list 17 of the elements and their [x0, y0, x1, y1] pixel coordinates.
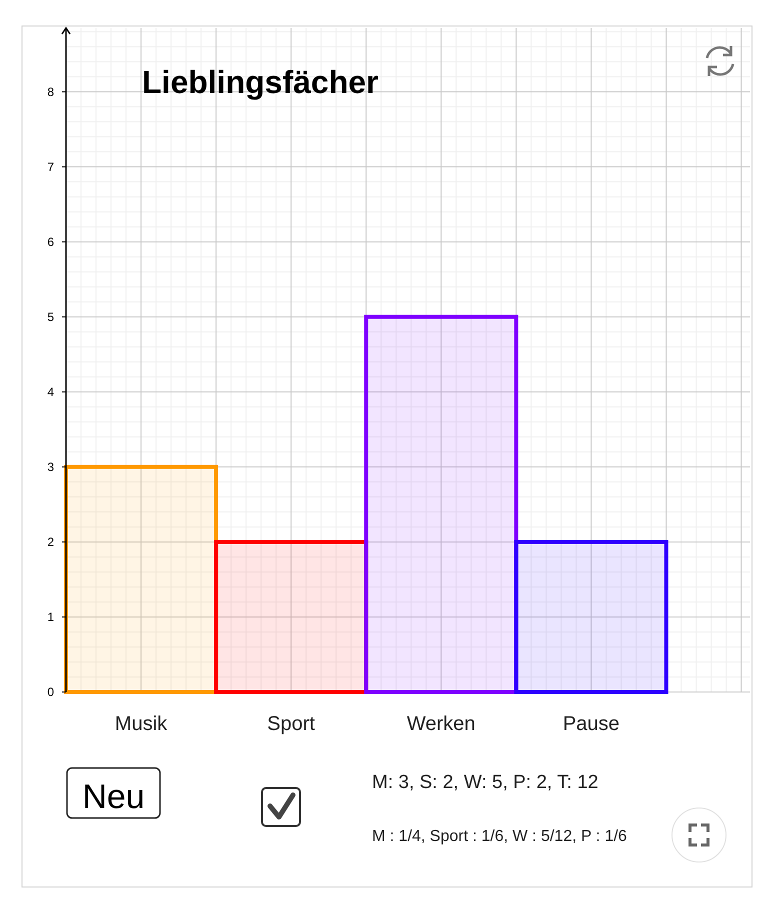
x-tick-label: Pause — [562, 713, 620, 735]
text: Neu — [82, 778, 145, 816]
x-tick-label: Musik — [114, 713, 168, 735]
text: M: 3, S: 2, W: 5, P: 2, T: 12 — [372, 772, 598, 793]
y-tick-label: 6 — [47, 235, 54, 250]
y-tick-label: 2 — [47, 535, 54, 550]
y-tick-label: 7 — [47, 160, 54, 174]
y-tick-label: 8 — [47, 84, 54, 99]
text: M : 1/4, Sport : 1/6, W : 5/12, P : 1/6 — [372, 828, 628, 845]
y-tick-label: 3 — [47, 460, 54, 474]
x-tick-label: Werken — [406, 713, 476, 735]
y-tick-label: 4 — [47, 385, 54, 400]
y-tick-label: 0 — [47, 685, 54, 700]
text: Lieblingsfächer — [142, 64, 378, 100]
x-tick-label: Sport — [267, 713, 316, 735]
y-tick-label: 1 — [47, 610, 54, 624]
y-tick-label: 5 — [47, 310, 54, 324]
